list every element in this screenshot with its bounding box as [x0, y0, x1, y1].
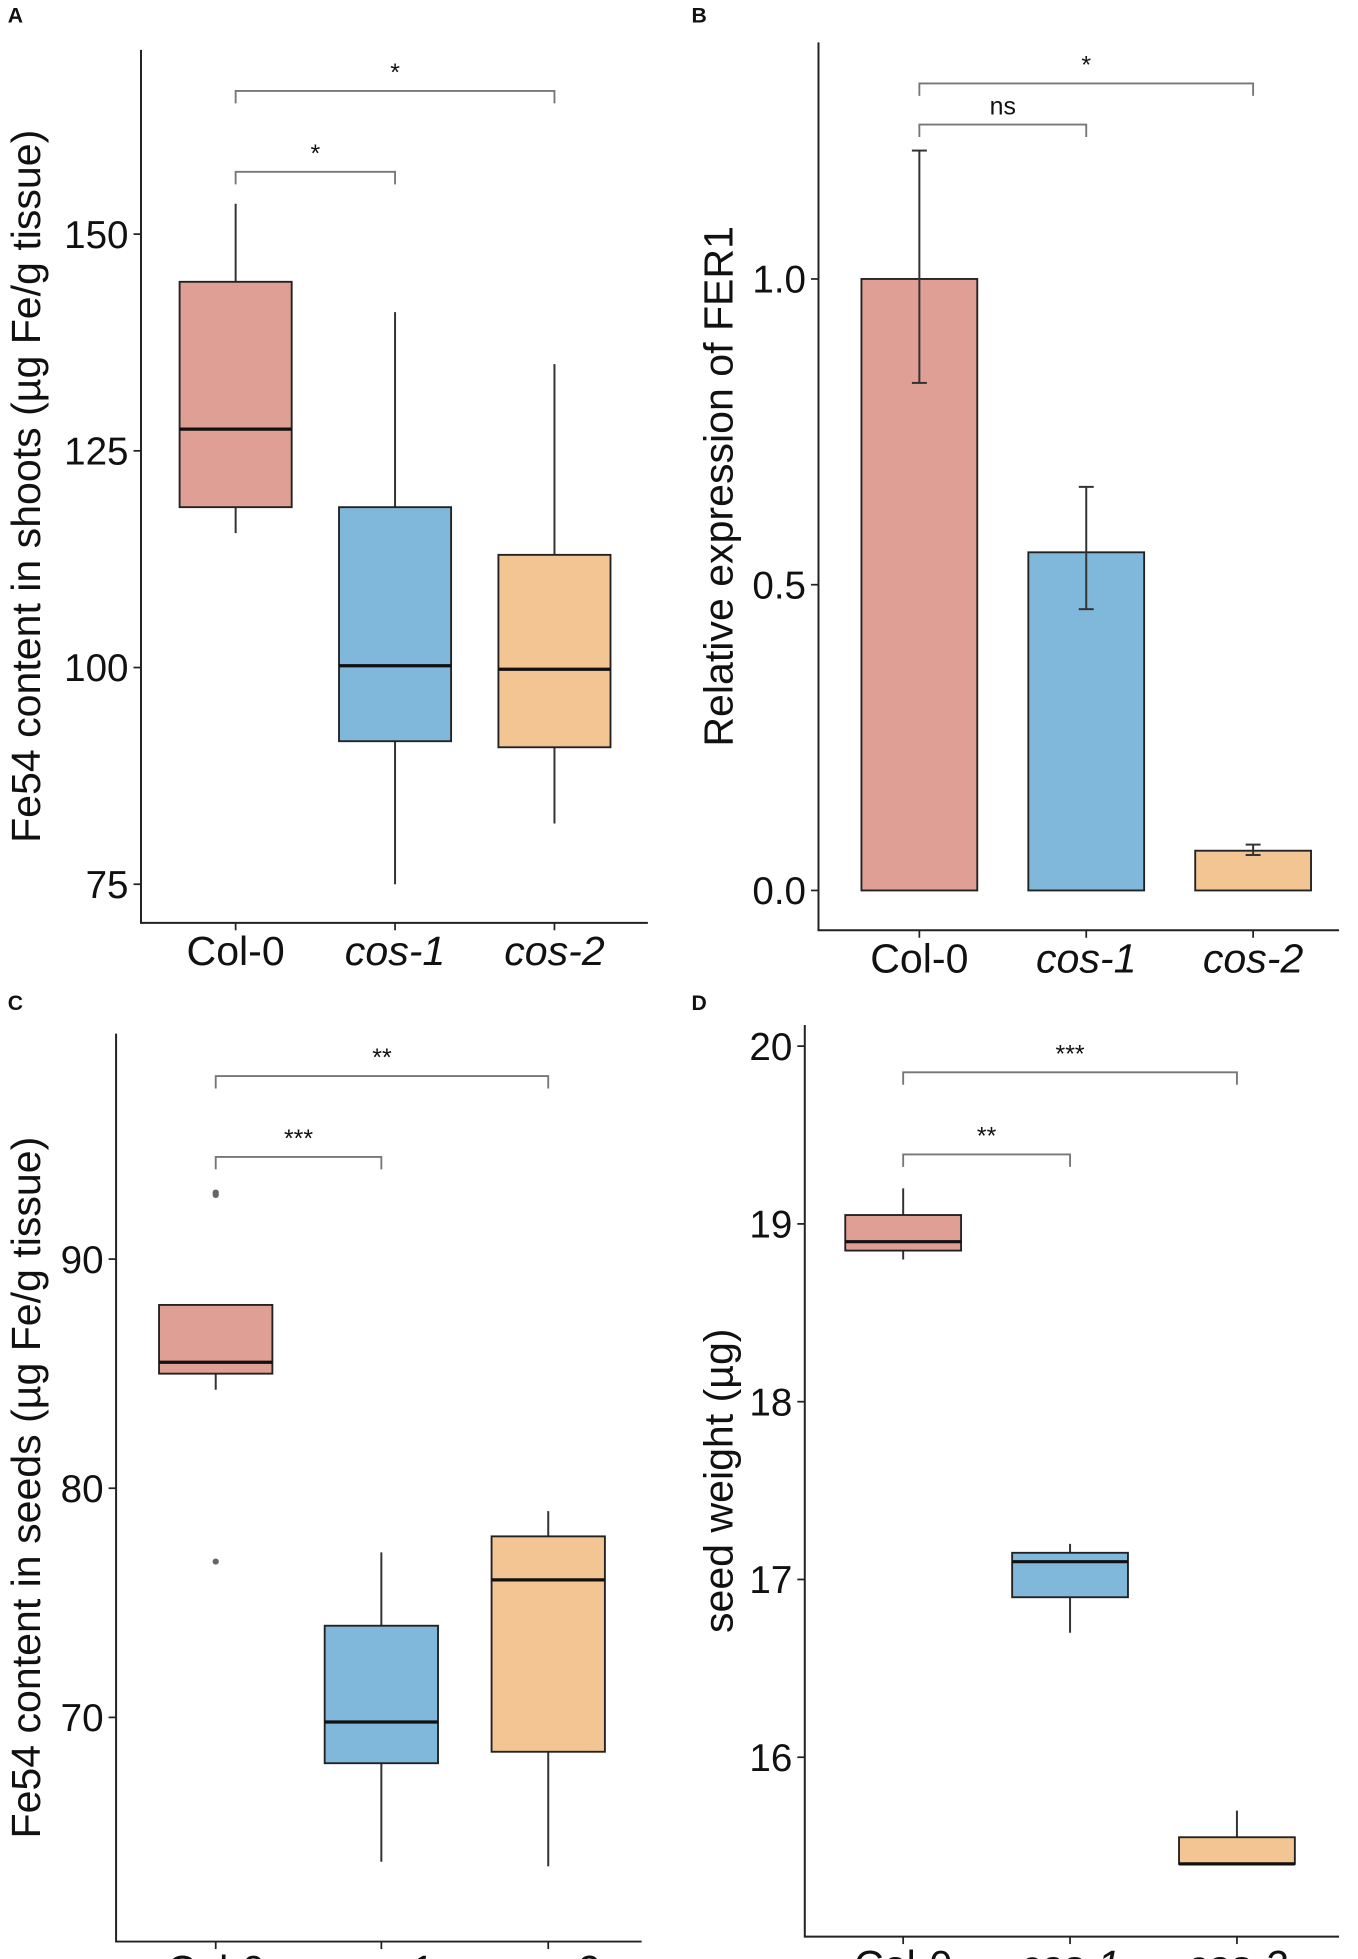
significance-label: ** — [977, 1123, 997, 1151]
axes — [803, 1024, 1340, 1938]
y-tick-label: 16 — [749, 1737, 792, 1780]
significance-label: *** — [1056, 1040, 1085, 1068]
significance-bracket — [214, 1156, 383, 1170]
significance-bracket — [214, 1075, 550, 1089]
y-axis-label: Relative expression of FER1 — [696, 226, 742, 747]
y-tick-label: 20 — [749, 1026, 792, 1069]
significance-bracket — [902, 1153, 1071, 1167]
box-Col-0 — [844, 1214, 963, 1252]
y-tick-label: 125 — [64, 431, 128, 474]
bar-cos-2 — [1194, 849, 1312, 892]
significance-bracket — [234, 170, 396, 185]
y-tick-label: 17 — [749, 1559, 792, 1602]
y-tick-label: 19 — [749, 1204, 792, 1247]
y-tick-label: 18 — [749, 1381, 792, 1424]
x-tick-label: cos-1 — [345, 928, 445, 974]
significance-label: ns — [990, 93, 1016, 121]
panel-label: B — [691, 4, 706, 27]
significance-bracket — [918, 82, 1255, 96]
y-axis-label: seed weight (µg) — [696, 1329, 742, 1634]
significance-label: *** — [284, 1125, 313, 1153]
y-tick-label: 100 — [64, 647, 128, 690]
y-tick-label: 1.0 — [752, 259, 806, 302]
x-tick-label: cos-2 — [1187, 1942, 1288, 1959]
y-tick-label: 0.5 — [752, 564, 806, 607]
x-tick-label: Col-0 — [167, 1947, 265, 1959]
box-cos-2 — [497, 553, 612, 749]
panel-label: D — [691, 992, 706, 1015]
x-tick-label: cos-2 — [1203, 936, 1304, 982]
significance-label: * — [1081, 51, 1091, 79]
x-tick-label: cos-1 — [1020, 1942, 1120, 1959]
y-tick-label: 80 — [61, 1468, 104, 1511]
box-cos-1 — [323, 1624, 439, 1765]
x-tick-label: Col-0 — [187, 928, 285, 974]
significance-label: * — [311, 140, 321, 168]
y-tick-label: 70 — [61, 1697, 104, 1740]
significance-label: ** — [372, 1044, 392, 1072]
panel-A: A 75 100 125 150 Fe54 content in shoots (µg F… — [3, 4, 648, 974]
box-cos-2 — [490, 1535, 606, 1753]
x-tick-label: cos-2 — [498, 1947, 599, 1959]
axes — [115, 1033, 642, 1943]
panel-D: D 16 17 18 19 20 seed weight (µg) Col-0 cos-1 cos… — [691, 992, 1340, 1959]
panel-label: C — [8, 992, 23, 1015]
significance-bracket — [234, 89, 556, 104]
x-tick-label: Col-0 — [870, 936, 968, 982]
x-tick-label: cos-2 — [504, 928, 605, 974]
y-tick-label: 75 — [86, 864, 129, 907]
axes — [139, 49, 648, 924]
outlier-point — [212, 1558, 219, 1565]
y-tick-label: 0.0 — [752, 870, 806, 913]
x-tick-label: Col-0 — [854, 1942, 952, 1959]
x-tick-label: cos-1 — [331, 1947, 431, 1959]
panel-C: C 70 80 90 Fe54 content in seeds (µg Fe/g ti… — [3, 992, 642, 1959]
panel-label: A — [8, 4, 23, 27]
axes — [817, 42, 1340, 932]
box-cos-1 — [338, 506, 453, 743]
box-cos-1 — [1011, 1551, 1129, 1599]
y-axis-label: Fe54 content in seeds (µg Fe/g tissue) — [3, 1137, 49, 1839]
x-tick-label: cos-1 — [1036, 936, 1136, 982]
y-axis-label: Fe54 content in shoots (µg Fe/g tissue) — [3, 130, 49, 843]
y-tick-label: 150 — [64, 214, 128, 257]
outlier-point — [212, 1189, 219, 1196]
significance-bracket — [902, 1071, 1238, 1085]
y-tick-label: 90 — [61, 1239, 104, 1282]
box-Col-0 — [178, 280, 293, 509]
box-cos-2 — [1178, 1836, 1296, 1865]
significance-bracket — [918, 123, 1088, 137]
significance-label: * — [390, 59, 400, 87]
